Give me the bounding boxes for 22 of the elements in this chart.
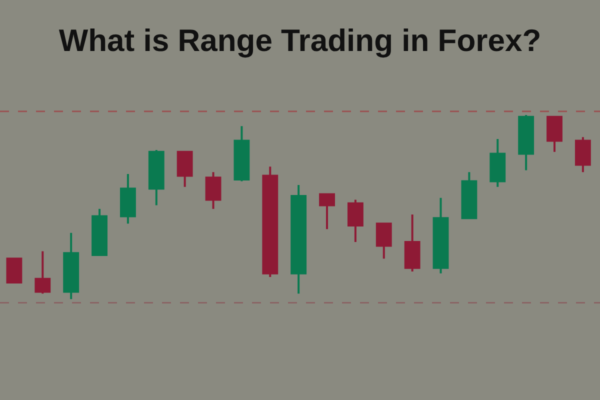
candlestick (176, 150, 193, 188)
candlestick (404, 213, 420, 272)
candlestick (120, 172, 136, 225)
candlestick (546, 116, 562, 153)
candlestick (6, 258, 22, 284)
candlestick (432, 196, 449, 274)
candlestick (262, 166, 278, 278)
candlestick (490, 138, 506, 188)
candlestick (34, 250, 51, 295)
candlestick (461, 171, 478, 220)
chart-title: What is Range Trading in Forex? (58, 22, 542, 58)
candlestick (148, 149, 164, 206)
candlestick (319, 193, 335, 230)
candlestick (290, 184, 307, 295)
candlestick (347, 198, 364, 244)
candlestick (376, 222, 392, 260)
candlestick (63, 232, 80, 300)
candlestick (518, 114, 534, 172)
candlestick (234, 125, 250, 182)
candlestick (92, 208, 108, 256)
candlestick (574, 136, 591, 174)
candlestick (205, 171, 222, 210)
